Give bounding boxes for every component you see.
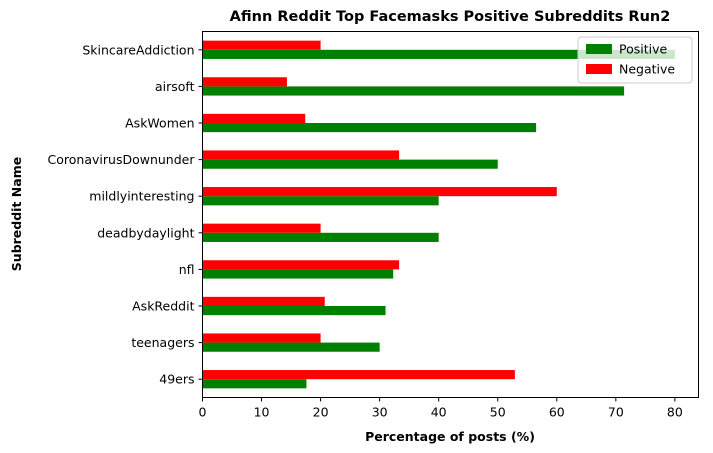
bar-negative-airsoft [202, 77, 287, 87]
y-tick-label: airsoft [155, 79, 195, 94]
x-tick-label: 0 [199, 405, 207, 420]
x-tick-label: 50 [490, 405, 506, 420]
y-tick-label: teenagers [131, 335, 194, 350]
y-tick-label: SkincareAddiction [82, 42, 194, 57]
plot-frame [202, 31, 699, 398]
y-axis-title: Subreddit Name [9, 157, 24, 271]
x-tick-label: 60 [549, 405, 565, 420]
legend-label-negative: Negative [619, 62, 675, 77]
x-tick-label: 20 [313, 405, 329, 420]
chart-title: Afinn Reddit Top Facemasks Positive Subr… [230, 9, 671, 25]
legend: Positive Negative [577, 36, 693, 84]
bar-negative-askreddit [202, 296, 325, 306]
x-tick-label: 30 [372, 405, 388, 420]
bar-positive-deadbydaylight [202, 232, 439, 242]
x-tick-label: 80 [667, 405, 683, 420]
bar-positive-teenagers [202, 342, 380, 352]
bars-layer [202, 40, 675, 389]
bar-positive-askwomen [202, 123, 537, 133]
y-tick-label: AskWomen [125, 116, 194, 131]
bar-negative-mildlyinteresting [202, 187, 557, 197]
bar-negative-49ers [202, 370, 515, 380]
bar-positive-airsoft [202, 86, 625, 96]
legend-label-positive: Positive [619, 42, 667, 57]
y-tick-label: mildlyinteresting [89, 189, 194, 204]
x-tick-label: 70 [608, 405, 624, 420]
bar-negative-teenagers [202, 333, 321, 343]
y-tick-label: nfl [179, 262, 195, 277]
y-tick-label: CoronavirusDownunder [48, 152, 196, 167]
bar-positive-askreddit [202, 306, 386, 316]
y-tick-label: AskReddit [132, 299, 194, 314]
y-tick-label: 49ers [159, 372, 194, 387]
y-axis: 49ers teenagers AskReddit nfl deadbydaylight… [48, 42, 203, 387]
bar-negative-skincareaddiction [202, 40, 321, 50]
bar-negative-askwomen [202, 113, 306, 123]
legend-swatch-positive [586, 44, 612, 54]
bar-negative-deadbydaylight [202, 223, 321, 233]
x-tick-label: 10 [254, 405, 270, 420]
bar-negative-coronavirusdownunder [202, 150, 400, 160]
x-axis: 0 10 20 30 40 50 60 70 80 [199, 397, 683, 420]
bar-positive-mildlyinteresting [202, 196, 439, 206]
bar-positive-nfl [202, 269, 394, 279]
bar-positive-coronavirusdownunder [202, 159, 498, 169]
bar-positive-skincareaddiction [202, 49, 675, 59]
bar-positive-49ers [202, 379, 307, 389]
y-tick-label: deadbydaylight [97, 225, 194, 240]
x-tick-label: 40 [431, 405, 447, 420]
legend-swatch-negative [586, 64, 612, 74]
bar-negative-nfl [202, 260, 400, 270]
x-axis-title: Percentage of posts (%) [365, 429, 535, 444]
